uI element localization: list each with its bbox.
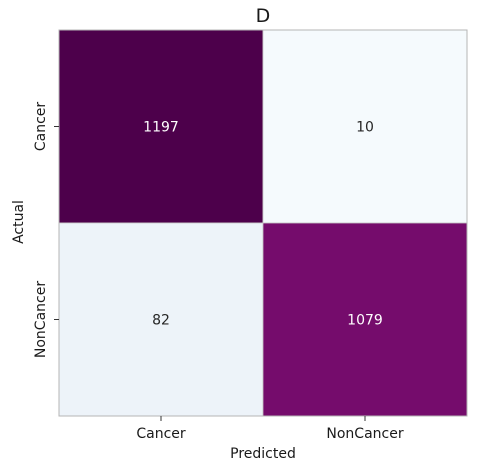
heatmap-cell-labels: 1197 10 82 1079	[143, 120, 383, 329]
y-axis-ticks: Cancer NonCancer	[33, 102, 59, 358]
heatmap-cell-r0-c0	[58, 29, 264, 224]
cell-value-label: 82	[152, 313, 170, 329]
x-tick-label: NonCancer	[326, 426, 403, 442]
y-tick-label: Cancer	[33, 102, 49, 152]
y-axis-label: Actual	[11, 200, 27, 244]
y-tick-label: NonCancer	[33, 281, 49, 358]
plot-frame	[58, 29, 468, 417]
heatmap-cell-r1-c0	[58, 222, 264, 417]
heatmap-cell-r1-c1	[262, 222, 468, 417]
x-axis-label: Predicted	[230, 446, 296, 462]
chart-title: D	[256, 5, 271, 27]
cell-value-label: 1079	[347, 313, 383, 329]
heatmap-cell-r0-c1	[262, 29, 468, 224]
heatmap-cells	[58, 29, 468, 417]
x-axis-ticks: Cancer NonCancer	[136, 416, 404, 442]
x-tick-label: Cancer	[136, 426, 186, 442]
cell-value-label: 1197	[143, 120, 179, 136]
cell-value-label: 10	[356, 120, 374, 136]
